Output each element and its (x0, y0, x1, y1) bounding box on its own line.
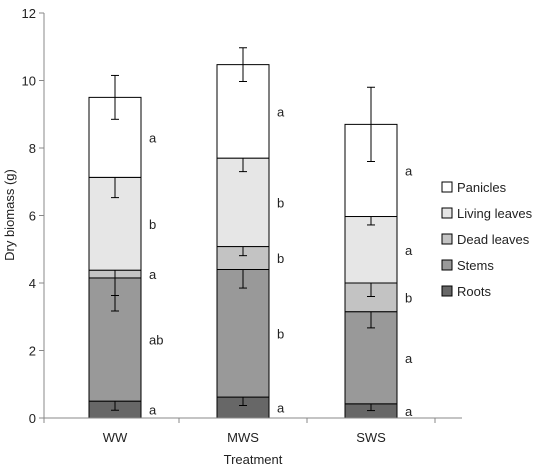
significance-letter: a (277, 104, 285, 119)
y-tick-label: 10 (22, 74, 36, 89)
y-tick-label: 12 (22, 6, 36, 21)
x-tick-label: MWS (227, 430, 259, 445)
significance-letter: a (405, 404, 413, 419)
y-tick-label: 8 (29, 141, 36, 156)
legend-label: Stems (457, 258, 494, 273)
legend-swatch (441, 207, 453, 219)
significance-letter: a (405, 243, 413, 258)
axes: 0 2 4 6 8 10 12 WW MWS SWS (22, 6, 462, 445)
significance-letter: a (149, 130, 157, 145)
legend-label: Panicles (457, 180, 507, 195)
significance-letter: b (277, 326, 284, 341)
legend-swatch (441, 233, 453, 245)
significance-letter: a (149, 403, 157, 418)
legend-swatch (441, 181, 453, 193)
y-tick-label: 6 (29, 209, 36, 224)
significance-letter: b (277, 195, 284, 210)
legend-swatch (441, 259, 453, 271)
bar-segment (216, 157, 270, 248)
bar-segment (216, 269, 270, 398)
significance-letter: a (149, 267, 157, 282)
x-tick-label: SWS (356, 430, 386, 445)
significance-letter: b (149, 217, 156, 232)
significance-letter: a (277, 401, 285, 416)
x-axis-label: Treatment (224, 452, 283, 467)
bar-segment (344, 216, 398, 284)
legend-swatch (441, 285, 453, 297)
legend-label: Roots (457, 284, 491, 299)
legend-label: Living leaves (457, 206, 533, 221)
significance-letter: a (405, 351, 413, 366)
y-tick-label: 0 (29, 411, 36, 426)
legend: Panicles Living leaves Dead leaves Stems Roo… (441, 180, 533, 299)
y-tick-label: 2 (29, 344, 36, 359)
x-tick-label: WW (103, 430, 128, 445)
significance-letter: b (405, 290, 412, 305)
significance-letter: a (405, 163, 413, 178)
legend-label: Dead leaves (457, 232, 530, 247)
significance-letter: b (277, 251, 284, 266)
y-tick-label: 4 (29, 276, 36, 291)
significance-letter: ab (149, 333, 163, 348)
y-axis-label: Dry biomass (g) (2, 169, 17, 261)
